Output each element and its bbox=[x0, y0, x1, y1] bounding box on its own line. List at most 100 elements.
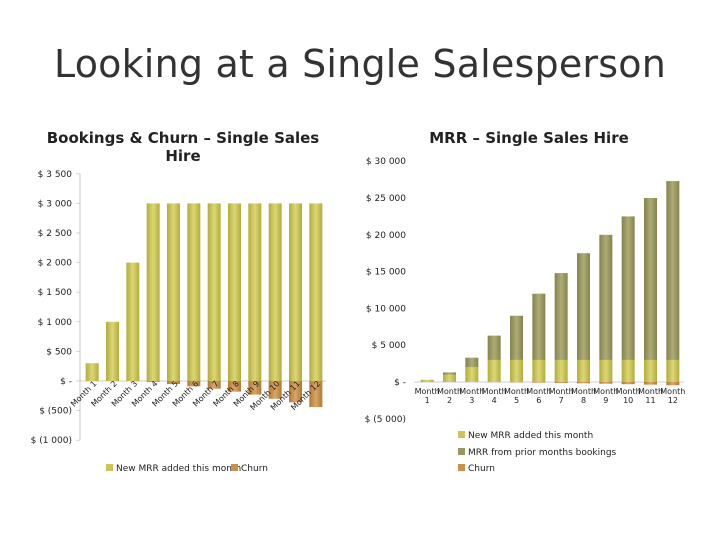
bar-new-mrr bbox=[599, 359, 613, 382]
x-tick-number: 9 bbox=[603, 396, 608, 405]
x-tick-label: Month bbox=[504, 387, 529, 396]
y-tick-label: $ 10 000 bbox=[366, 304, 406, 314]
y-tick-label: $ 15 000 bbox=[366, 268, 406, 278]
bar-new-mrr bbox=[644, 359, 657, 382]
x-tick-label: Month bbox=[593, 387, 618, 396]
bar-new-mrr bbox=[106, 321, 119, 381]
x-tick-label: Month bbox=[549, 387, 574, 396]
x-tick-label: Month bbox=[482, 387, 507, 396]
x-tick-number: 3 bbox=[469, 396, 474, 405]
bar-churn bbox=[289, 381, 302, 403]
y-tick-label: $ 5 000 bbox=[372, 341, 407, 351]
x-tick-label: Month bbox=[415, 387, 440, 396]
bar-new-mrr bbox=[577, 359, 590, 382]
y-tick-label: $ (1 000) bbox=[31, 436, 72, 446]
bar-new-mrr bbox=[85, 363, 99, 381]
bar-prior-mrr bbox=[465, 357, 479, 368]
bar-new-mrr bbox=[510, 359, 523, 382]
bar-new-mrr bbox=[126, 262, 140, 381]
bar-prior-mrr bbox=[621, 216, 635, 360]
bar-new-mrr bbox=[228, 203, 241, 381]
bar-prior-mrr bbox=[644, 198, 657, 360]
y-tick-label: $ 3 000 bbox=[38, 199, 73, 209]
mrr-chart: MRR – Single Sales Hire $ 30 000 $ 25 000 $… bbox=[365, 129, 686, 474]
bar-churn bbox=[248, 381, 262, 395]
legend-swatch-new-mrr bbox=[106, 464, 113, 471]
legend-label: MRR from prior months bookings bbox=[468, 448, 617, 458]
bar-churn bbox=[309, 381, 323, 408]
bar-churn bbox=[532, 382, 546, 383]
y-tick-label: $ 20 000 bbox=[366, 231, 406, 241]
y-tick-label: $ 1 000 bbox=[38, 318, 73, 328]
bar-prior-mrr bbox=[577, 253, 590, 360]
bar-prior-mrr bbox=[532, 293, 546, 360]
legend-swatch-churn bbox=[231, 464, 238, 471]
x-tick-number: 6 bbox=[536, 396, 541, 405]
bar-churn bbox=[554, 382, 568, 383]
legend-swatch bbox=[458, 464, 465, 471]
bar-churn bbox=[207, 381, 221, 389]
bar-new-mrr bbox=[554, 359, 568, 382]
bar-churn bbox=[577, 382, 590, 384]
x-tick-label: Month bbox=[571, 387, 596, 396]
bar-new-mrr bbox=[207, 203, 221, 381]
bar-prior-mrr bbox=[443, 372, 456, 375]
bar-new-mrr bbox=[621, 359, 635, 382]
x-tick-label: Month bbox=[616, 387, 641, 396]
x-tick-number: 8 bbox=[581, 396, 586, 405]
y-tick-label: $ 2 500 bbox=[38, 229, 73, 239]
bar-churn bbox=[644, 382, 657, 385]
y-tick-label: $ 1 500 bbox=[38, 288, 73, 298]
x-tick-label: Month bbox=[660, 387, 685, 396]
bar-prior-mrr bbox=[599, 234, 613, 360]
y-tick-label: $ (5 000) bbox=[365, 415, 406, 425]
bar-new-mrr bbox=[289, 203, 302, 381]
bar-new-mrr bbox=[532, 359, 546, 382]
legend-label: New MRR added this month bbox=[468, 431, 593, 441]
bar-churn bbox=[228, 381, 241, 392]
legend-label: Churn bbox=[241, 464, 268, 474]
chart-title: MRR – Single Sales Hire bbox=[429, 129, 629, 147]
bar-new-mrr bbox=[465, 367, 479, 382]
bar-new-mrr bbox=[443, 374, 456, 382]
bar-churn bbox=[666, 382, 680, 386]
legend-label: New MRR added this month bbox=[116, 464, 241, 474]
bar-new-mrr bbox=[666, 359, 680, 382]
y-tick-label: $ 25 000 bbox=[366, 194, 406, 204]
bar-new-mrr bbox=[167, 203, 180, 381]
chart-title-line: Hire bbox=[165, 147, 200, 165]
bar-new-mrr bbox=[187, 203, 201, 381]
y-tick-label: $ 30 000 bbox=[366, 157, 406, 167]
y-tick-label: $ 2 000 bbox=[38, 259, 73, 269]
x-tick-number: 11 bbox=[645, 396, 655, 405]
bar-prior-mrr bbox=[487, 335, 501, 360]
bar-churn bbox=[167, 381, 180, 384]
x-tick-label: Month bbox=[526, 387, 551, 396]
bar-prior-mrr bbox=[666, 181, 680, 360]
y-tick-label: $ (500) bbox=[39, 407, 72, 417]
bar-prior-mrr bbox=[510, 315, 523, 360]
bar-new-mrr bbox=[146, 203, 160, 381]
x-tick-number: 1 bbox=[425, 396, 430, 405]
legend-swatch bbox=[458, 431, 465, 438]
x-tick-label: Month bbox=[437, 387, 462, 396]
x-tick-number: 7 bbox=[559, 396, 564, 405]
legend-label: Churn bbox=[468, 464, 495, 474]
y-tick-label: $ 500 bbox=[46, 347, 72, 357]
x-tick-number: 10 bbox=[623, 396, 633, 405]
y-tick-label: $ - bbox=[394, 378, 406, 388]
x-tick-number: 12 bbox=[668, 396, 678, 405]
bar-churn bbox=[599, 382, 613, 384]
bar-new-mrr bbox=[487, 359, 501, 382]
bar-prior-mrr bbox=[554, 273, 568, 360]
x-tick-number: 2 bbox=[447, 396, 452, 405]
bar-churn bbox=[621, 382, 635, 385]
bar-new-mrr bbox=[268, 203, 282, 381]
x-tick-number: 4 bbox=[492, 396, 497, 405]
slide-title: Looking at a Single Salesperson bbox=[54, 42, 666, 86]
bar-new-mrr bbox=[420, 379, 434, 382]
chart-title-line: Bookings & Churn – Single Sales bbox=[47, 129, 320, 147]
legend-swatch bbox=[458, 448, 465, 455]
